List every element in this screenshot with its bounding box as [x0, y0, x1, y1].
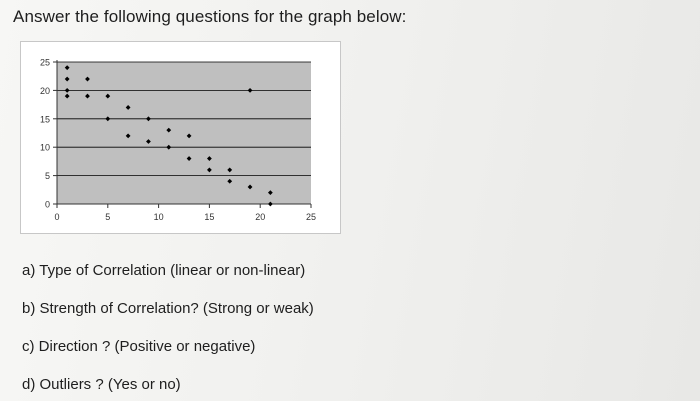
question-direction: c) Direction ? (Positive or negative): [22, 338, 256, 355]
data-point-21: [247, 184, 253, 190]
y-tick-label-25: 25: [40, 58, 50, 68]
x-tick-label-15: 15: [204, 212, 214, 222]
data-point-9: [125, 133, 131, 139]
x-tick-label-20: 20: [255, 212, 265, 222]
data-point-8: [125, 105, 131, 110]
question-correlation-strength: b) Strength of Correlation? (Strong or w…: [22, 300, 314, 317]
data-point-22: [267, 190, 273, 196]
y-tick-label-5: 5: [45, 171, 50, 181]
page-heading: Answer the following questions for the g…: [13, 7, 407, 26]
y-tick-label-10: 10: [40, 143, 50, 153]
data-point-13: [166, 144, 172, 150]
y-tick-label-0: 0: [45, 200, 50, 210]
x-tick-label-5: 5: [105, 212, 110, 222]
x-tick-label-10: 10: [154, 212, 164, 222]
data-point-10: [146, 116, 151, 122]
scatter-plot-svg: 0 5 10 15 20 25 0 5 10 15 20 25: [40, 58, 316, 223]
y-tick-label-20: 20: [40, 86, 50, 96]
data-point-19: [227, 178, 233, 184]
data-point-11: [146, 139, 151, 144]
data-point-6: [105, 93, 111, 99]
plot-area: [57, 62, 311, 204]
data-point-18: [227, 167, 233, 173]
plot-layer: 0 5 10 15 20 25 0 5 10 15 20 25: [40, 58, 316, 223]
question-correlation-type: a) Type of Correlation (linear or non-li…: [22, 262, 306, 279]
data-point-5: [85, 93, 90, 99]
x-tick-label-25: 25: [306, 212, 316, 222]
x-tick-label-0: 0: [54, 212, 59, 222]
data-point-16: [207, 156, 212, 161]
scatter-chart: 0 5 10 15 20 25 0 5 10 15 20 25: [20, 41, 341, 234]
data-point-12: [166, 127, 172, 133]
data-point-15: [186, 156, 192, 161]
data-point-17: [207, 167, 212, 173]
data-point-23: [267, 201, 273, 207]
data-point-7: [105, 116, 111, 122]
data-point-14: [186, 133, 192, 139]
question-outliers: d) Outliers ? (Yes or no): [22, 376, 181, 393]
y-tick-label-15: 15: [40, 114, 50, 124]
